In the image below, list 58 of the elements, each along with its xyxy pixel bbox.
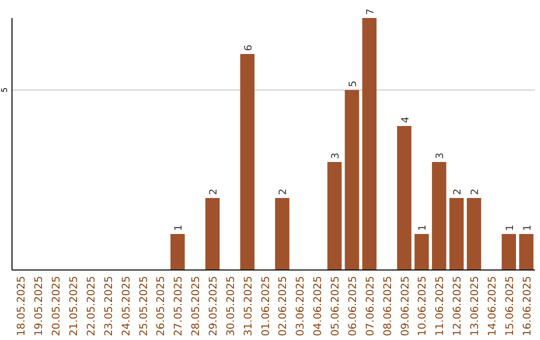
bar xyxy=(240,54,254,270)
x-tick-label: 23.05.2025 xyxy=(102,276,115,336)
bar xyxy=(414,234,429,270)
data-label: 1 xyxy=(174,224,185,231)
x-tick-label: 31.05.2025 xyxy=(242,276,254,336)
x-tick-label: 10.06.2025 xyxy=(416,276,429,336)
bar xyxy=(466,198,482,270)
data-label: 1 xyxy=(418,224,429,231)
x-tick-label: 14.06.2025 xyxy=(486,276,498,336)
data-label: 1 xyxy=(504,224,516,231)
data-label: 3 xyxy=(330,152,342,159)
x-tick-label: 25.05.2025 xyxy=(138,276,150,336)
bar xyxy=(362,18,377,270)
x-tick-label: 21.05.2025 xyxy=(68,276,80,336)
x-tick-label: 24.05.2025 xyxy=(120,276,132,336)
bar xyxy=(205,198,220,270)
x-tick-label: 20.05.2025 xyxy=(50,276,63,336)
data-label: 2 xyxy=(470,188,481,195)
x-tick-label: 29.05.2025 xyxy=(207,276,220,336)
x-tick-label: 06.06.2025 xyxy=(346,276,359,336)
data-label: 5 xyxy=(348,80,359,87)
x-tick-label: 07.06.2025 xyxy=(364,276,376,336)
bar xyxy=(397,126,412,270)
bar xyxy=(432,162,446,270)
x-tick-label: 09.06.2025 xyxy=(399,276,412,336)
data-label: 2 xyxy=(208,188,220,195)
x-tick-label: 13.06.2025 xyxy=(468,276,481,336)
x-tick-label: 01.06.2025 xyxy=(260,276,272,336)
x-tick-label: 22.05.2025 xyxy=(85,276,98,336)
x-tick-label: 05.06.2025 xyxy=(330,276,342,336)
bar xyxy=(449,198,464,270)
bar xyxy=(344,90,360,270)
x-tick-label: 08.06.2025 xyxy=(382,276,394,336)
x-tick-label: 16.06.2025 xyxy=(521,276,534,336)
x-tick-label: 04.06.2025 xyxy=(312,276,324,336)
x-tick-label: 11.06.2025 xyxy=(434,276,446,336)
x-tick-label: 15.06.2025 xyxy=(504,276,516,336)
x-tick-label: 27.05.2025 xyxy=(172,276,185,336)
x-tick-label: 12.06.2025 xyxy=(452,276,464,336)
x-tick-label: 02.06.2025 xyxy=(277,276,290,336)
data-label: 1 xyxy=(522,224,534,231)
data-label: 3 xyxy=(435,152,446,159)
data-label: 6 xyxy=(243,44,254,51)
x-tick-label: 30.05.2025 xyxy=(224,276,237,336)
bar xyxy=(170,234,185,270)
data-label: 2 xyxy=(278,188,290,195)
bar xyxy=(519,234,534,270)
bar xyxy=(502,234,516,270)
bar xyxy=(275,198,290,270)
data-label: 7 xyxy=(365,8,376,15)
data-label: 2 xyxy=(452,188,464,195)
x-tick-label: 18.05.2025 xyxy=(16,276,28,336)
x-tick-label: 19.05.2025 xyxy=(33,276,46,336)
x-tick-label: 26.05.2025 xyxy=(155,276,168,336)
x-tick-label: 28.05.2025 xyxy=(190,276,202,336)
data-label: 4 xyxy=(400,116,412,123)
bar xyxy=(327,162,342,270)
x-tick-label: 03.06.2025 xyxy=(294,276,307,336)
